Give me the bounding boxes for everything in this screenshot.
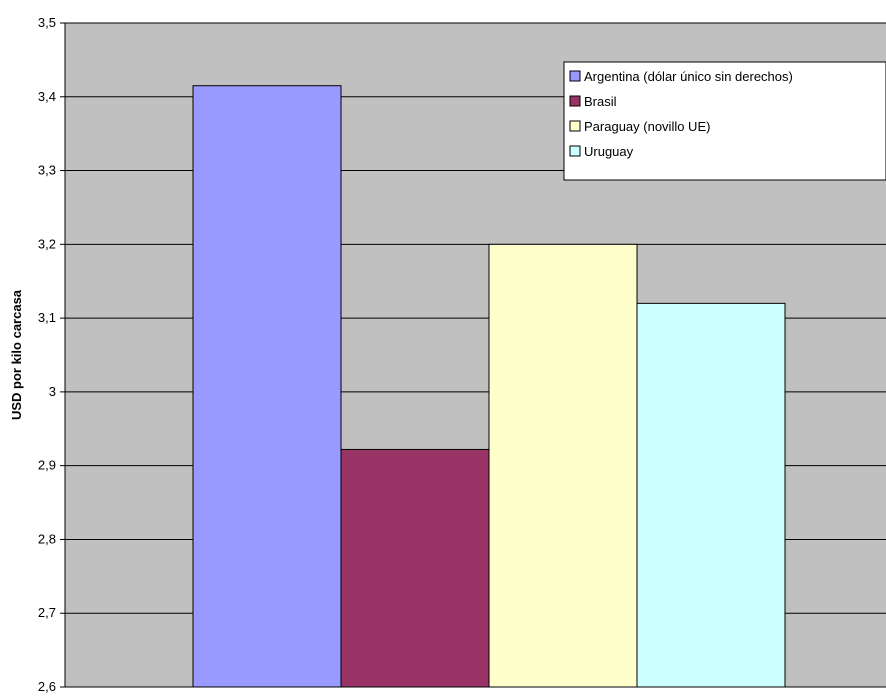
legend-label: Paraguay (novillo UE) (584, 119, 710, 134)
y-tick-label: 3,1 (38, 310, 56, 325)
bars (192, 85, 786, 688)
y-tick-label: 3,2 (38, 236, 56, 251)
legend-label: Argentina (dólar único sin derechos) (584, 69, 793, 84)
bar (636, 302, 786, 688)
legend-swatch (569, 120, 581, 132)
legend-swatch (569, 145, 581, 157)
legend-swatch (569, 95, 581, 107)
y-tick-label: 3 (49, 384, 56, 399)
y-tick-label: 3,5 (38, 15, 56, 30)
bar (488, 243, 638, 688)
bar (192, 85, 342, 688)
y-tick-label: 2,9 (38, 458, 56, 473)
y-tick-label: 2,8 (38, 531, 56, 546)
legend-box (563, 61, 886, 181)
legend-label: Brasil (584, 94, 617, 109)
legend-swatch (569, 70, 581, 82)
legend-label: Uruguay (584, 144, 634, 159)
y-ticks: 2,6 2,7 2,8 2,9 3 3,1 3,2 3,3 3,4 3,5 (38, 15, 65, 694)
bar (340, 448, 490, 688)
y-axis-label: USD por kilo carcasa (9, 289, 24, 420)
y-tick-label: 3,4 (38, 89, 56, 104)
y-tick-label: 2,7 (38, 605, 56, 620)
y-tick-label: 2,6 (38, 679, 56, 694)
y-tick-label: 3,3 (38, 163, 56, 178)
legend: Argentina (dólar único sin derechos) Bras… (563, 61, 886, 181)
